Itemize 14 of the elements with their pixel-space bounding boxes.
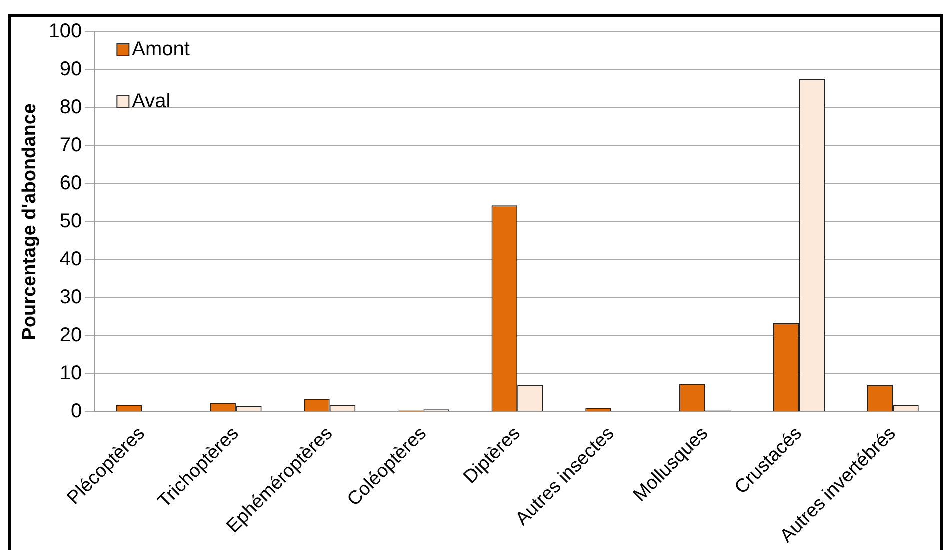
y-tick-label: 40 xyxy=(60,248,82,270)
y-tick-label: 20 xyxy=(60,324,82,346)
y-tick-label: 70 xyxy=(60,134,82,156)
y-tick-label: 100 xyxy=(48,20,82,43)
y-tick-label: 0 xyxy=(71,400,82,422)
y-tick-label: 10 xyxy=(60,362,82,384)
y-tick-label: 50 xyxy=(60,210,82,232)
y-tick-label: 90 xyxy=(60,58,82,80)
y-tick-label: 60 xyxy=(60,172,82,194)
legend-label: Aval xyxy=(132,90,171,113)
y-tick-label: 80 xyxy=(60,96,82,118)
y-axis-title: Pourcentage d'abondance xyxy=(20,104,41,340)
legend-label: Amont xyxy=(132,38,190,61)
y-tick-label: 30 xyxy=(60,286,82,308)
